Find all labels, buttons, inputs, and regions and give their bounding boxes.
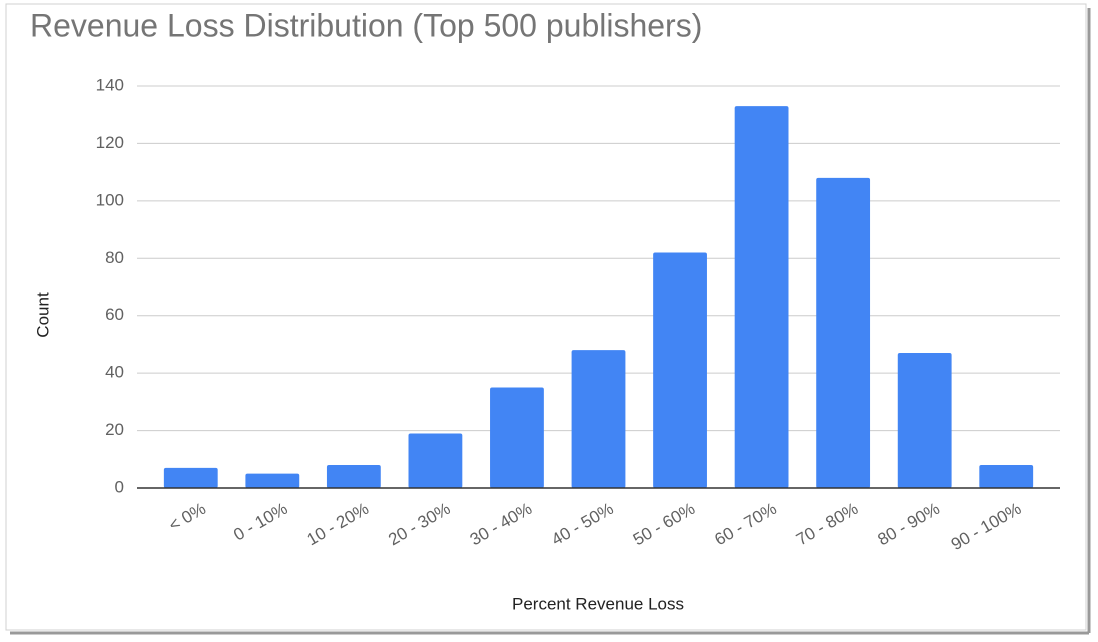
y-tick-label: 120	[96, 133, 124, 152]
y-tick-label: 20	[105, 420, 124, 439]
chart-title: Revenue Loss Distribution (Top 500 publi…	[30, 7, 702, 43]
bar	[490, 387, 544, 488]
bar	[408, 433, 463, 488]
y-tick-label: 60	[105, 305, 124, 324]
bar	[897, 353, 952, 488]
y-tick-label: 140	[96, 75, 124, 94]
bar	[245, 473, 300, 488]
y-axis-label: Count	[33, 292, 52, 338]
y-tick-label: 80	[105, 248, 124, 267]
bar	[734, 106, 789, 488]
bar	[979, 465, 1034, 488]
y-tick-label: 40	[105, 363, 124, 382]
card	[5, 3, 1087, 631]
bar	[571, 350, 626, 488]
bar	[163, 467, 218, 488]
y-tick-label: 0	[115, 477, 124, 496]
bar	[653, 252, 707, 488]
y-tick-label: 100	[96, 190, 124, 209]
bar	[816, 177, 871, 488]
bar	[326, 465, 381, 488]
x-axis-label: Percent Revenue Loss	[512, 594, 684, 613]
